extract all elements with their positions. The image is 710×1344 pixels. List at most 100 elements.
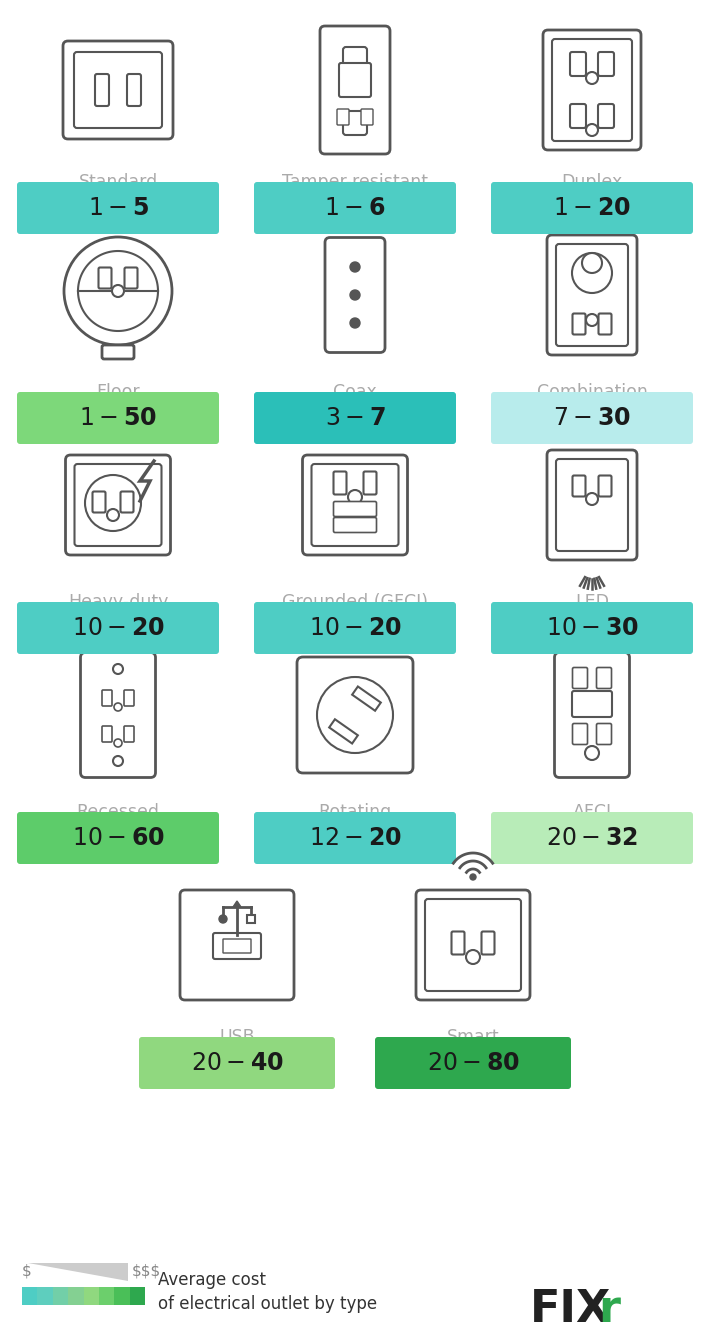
Text: $10 - $20: $10 - $20 bbox=[309, 616, 401, 640]
FancyBboxPatch shape bbox=[312, 464, 398, 546]
Text: $1 - $20: $1 - $20 bbox=[553, 196, 631, 220]
Text: Grounded (GFCI): Grounded (GFCI) bbox=[282, 593, 428, 612]
FancyBboxPatch shape bbox=[65, 456, 170, 555]
FancyBboxPatch shape bbox=[598, 52, 614, 77]
FancyBboxPatch shape bbox=[102, 345, 134, 359]
Text: $1 - $50: $1 - $50 bbox=[79, 406, 157, 430]
Text: $12 - $20: $12 - $20 bbox=[309, 827, 401, 849]
FancyBboxPatch shape bbox=[572, 313, 586, 335]
FancyBboxPatch shape bbox=[361, 109, 373, 125]
Text: $3 - $7: $3 - $7 bbox=[324, 406, 386, 430]
Text: Heavy-duty: Heavy-duty bbox=[68, 593, 168, 612]
FancyBboxPatch shape bbox=[572, 691, 612, 716]
Circle shape bbox=[114, 739, 122, 747]
Text: $20 - $80: $20 - $80 bbox=[427, 1051, 520, 1075]
Text: $10 - $20: $10 - $20 bbox=[72, 616, 165, 640]
Polygon shape bbox=[233, 900, 241, 907]
FancyBboxPatch shape bbox=[343, 47, 367, 71]
Circle shape bbox=[350, 262, 360, 271]
Polygon shape bbox=[352, 687, 381, 711]
Bar bbox=[22, 1288, 38, 1305]
FancyBboxPatch shape bbox=[102, 689, 112, 706]
FancyBboxPatch shape bbox=[425, 899, 521, 991]
Text: Floor: Floor bbox=[96, 383, 140, 401]
FancyBboxPatch shape bbox=[416, 890, 530, 1000]
FancyBboxPatch shape bbox=[555, 652, 630, 777]
FancyBboxPatch shape bbox=[254, 812, 456, 864]
Text: Smart: Smart bbox=[447, 1028, 499, 1046]
FancyBboxPatch shape bbox=[92, 492, 106, 512]
FancyBboxPatch shape bbox=[572, 723, 587, 745]
Text: $1 - $6: $1 - $6 bbox=[324, 196, 386, 220]
Text: $20 - $32: $20 - $32 bbox=[546, 827, 638, 849]
FancyBboxPatch shape bbox=[334, 517, 376, 532]
FancyBboxPatch shape bbox=[254, 392, 456, 444]
FancyBboxPatch shape bbox=[320, 26, 390, 155]
FancyBboxPatch shape bbox=[124, 726, 134, 742]
Circle shape bbox=[572, 253, 612, 293]
Text: USB: USB bbox=[219, 1028, 255, 1046]
FancyBboxPatch shape bbox=[334, 501, 376, 516]
Text: Recessed: Recessed bbox=[77, 802, 160, 821]
Circle shape bbox=[586, 124, 598, 136]
Text: FIX: FIX bbox=[530, 1289, 611, 1332]
Text: Coax: Coax bbox=[333, 383, 377, 401]
Bar bbox=[99, 1288, 114, 1305]
Bar bbox=[84, 1288, 99, 1305]
FancyBboxPatch shape bbox=[139, 1038, 335, 1089]
FancyBboxPatch shape bbox=[481, 931, 494, 954]
FancyBboxPatch shape bbox=[452, 931, 464, 954]
FancyBboxPatch shape bbox=[599, 313, 611, 335]
FancyBboxPatch shape bbox=[325, 238, 385, 352]
FancyBboxPatch shape bbox=[343, 112, 367, 134]
FancyBboxPatch shape bbox=[547, 235, 637, 355]
FancyBboxPatch shape bbox=[80, 652, 155, 777]
Bar bbox=[53, 1288, 68, 1305]
FancyBboxPatch shape bbox=[74, 52, 162, 128]
Circle shape bbox=[64, 237, 172, 345]
FancyBboxPatch shape bbox=[17, 812, 219, 864]
FancyBboxPatch shape bbox=[180, 890, 294, 1000]
FancyBboxPatch shape bbox=[254, 602, 456, 655]
Text: $10 - $60: $10 - $60 bbox=[72, 827, 165, 849]
FancyBboxPatch shape bbox=[102, 726, 112, 742]
Text: $: $ bbox=[22, 1263, 32, 1278]
Bar bbox=[114, 1288, 130, 1305]
Circle shape bbox=[107, 509, 119, 521]
FancyBboxPatch shape bbox=[17, 392, 219, 444]
Circle shape bbox=[112, 285, 124, 297]
Text: Rotating: Rotating bbox=[318, 802, 392, 821]
Circle shape bbox=[113, 755, 123, 766]
Text: Standard: Standard bbox=[78, 173, 158, 191]
FancyBboxPatch shape bbox=[570, 103, 586, 128]
FancyBboxPatch shape bbox=[572, 668, 587, 688]
FancyBboxPatch shape bbox=[364, 472, 376, 495]
Circle shape bbox=[85, 474, 141, 531]
Circle shape bbox=[113, 664, 123, 673]
Circle shape bbox=[470, 874, 476, 880]
FancyBboxPatch shape bbox=[596, 723, 611, 745]
FancyBboxPatch shape bbox=[547, 450, 637, 560]
FancyBboxPatch shape bbox=[124, 689, 134, 706]
FancyBboxPatch shape bbox=[302, 456, 408, 555]
FancyBboxPatch shape bbox=[121, 492, 133, 512]
Circle shape bbox=[350, 290, 360, 300]
FancyBboxPatch shape bbox=[124, 267, 138, 289]
Bar bbox=[130, 1288, 145, 1305]
Polygon shape bbox=[329, 719, 358, 743]
FancyBboxPatch shape bbox=[552, 39, 632, 141]
FancyBboxPatch shape bbox=[543, 30, 641, 151]
FancyBboxPatch shape bbox=[223, 939, 251, 953]
Text: r: r bbox=[598, 1289, 620, 1332]
FancyBboxPatch shape bbox=[596, 668, 611, 688]
Circle shape bbox=[466, 950, 480, 964]
Circle shape bbox=[350, 319, 360, 328]
Text: AFCI: AFCI bbox=[572, 802, 611, 821]
Text: $7 - $30: $7 - $30 bbox=[553, 406, 631, 430]
FancyBboxPatch shape bbox=[572, 476, 586, 496]
Text: LED: LED bbox=[575, 593, 609, 612]
FancyBboxPatch shape bbox=[75, 464, 161, 546]
FancyBboxPatch shape bbox=[334, 472, 346, 495]
FancyBboxPatch shape bbox=[127, 74, 141, 106]
Circle shape bbox=[219, 915, 227, 923]
